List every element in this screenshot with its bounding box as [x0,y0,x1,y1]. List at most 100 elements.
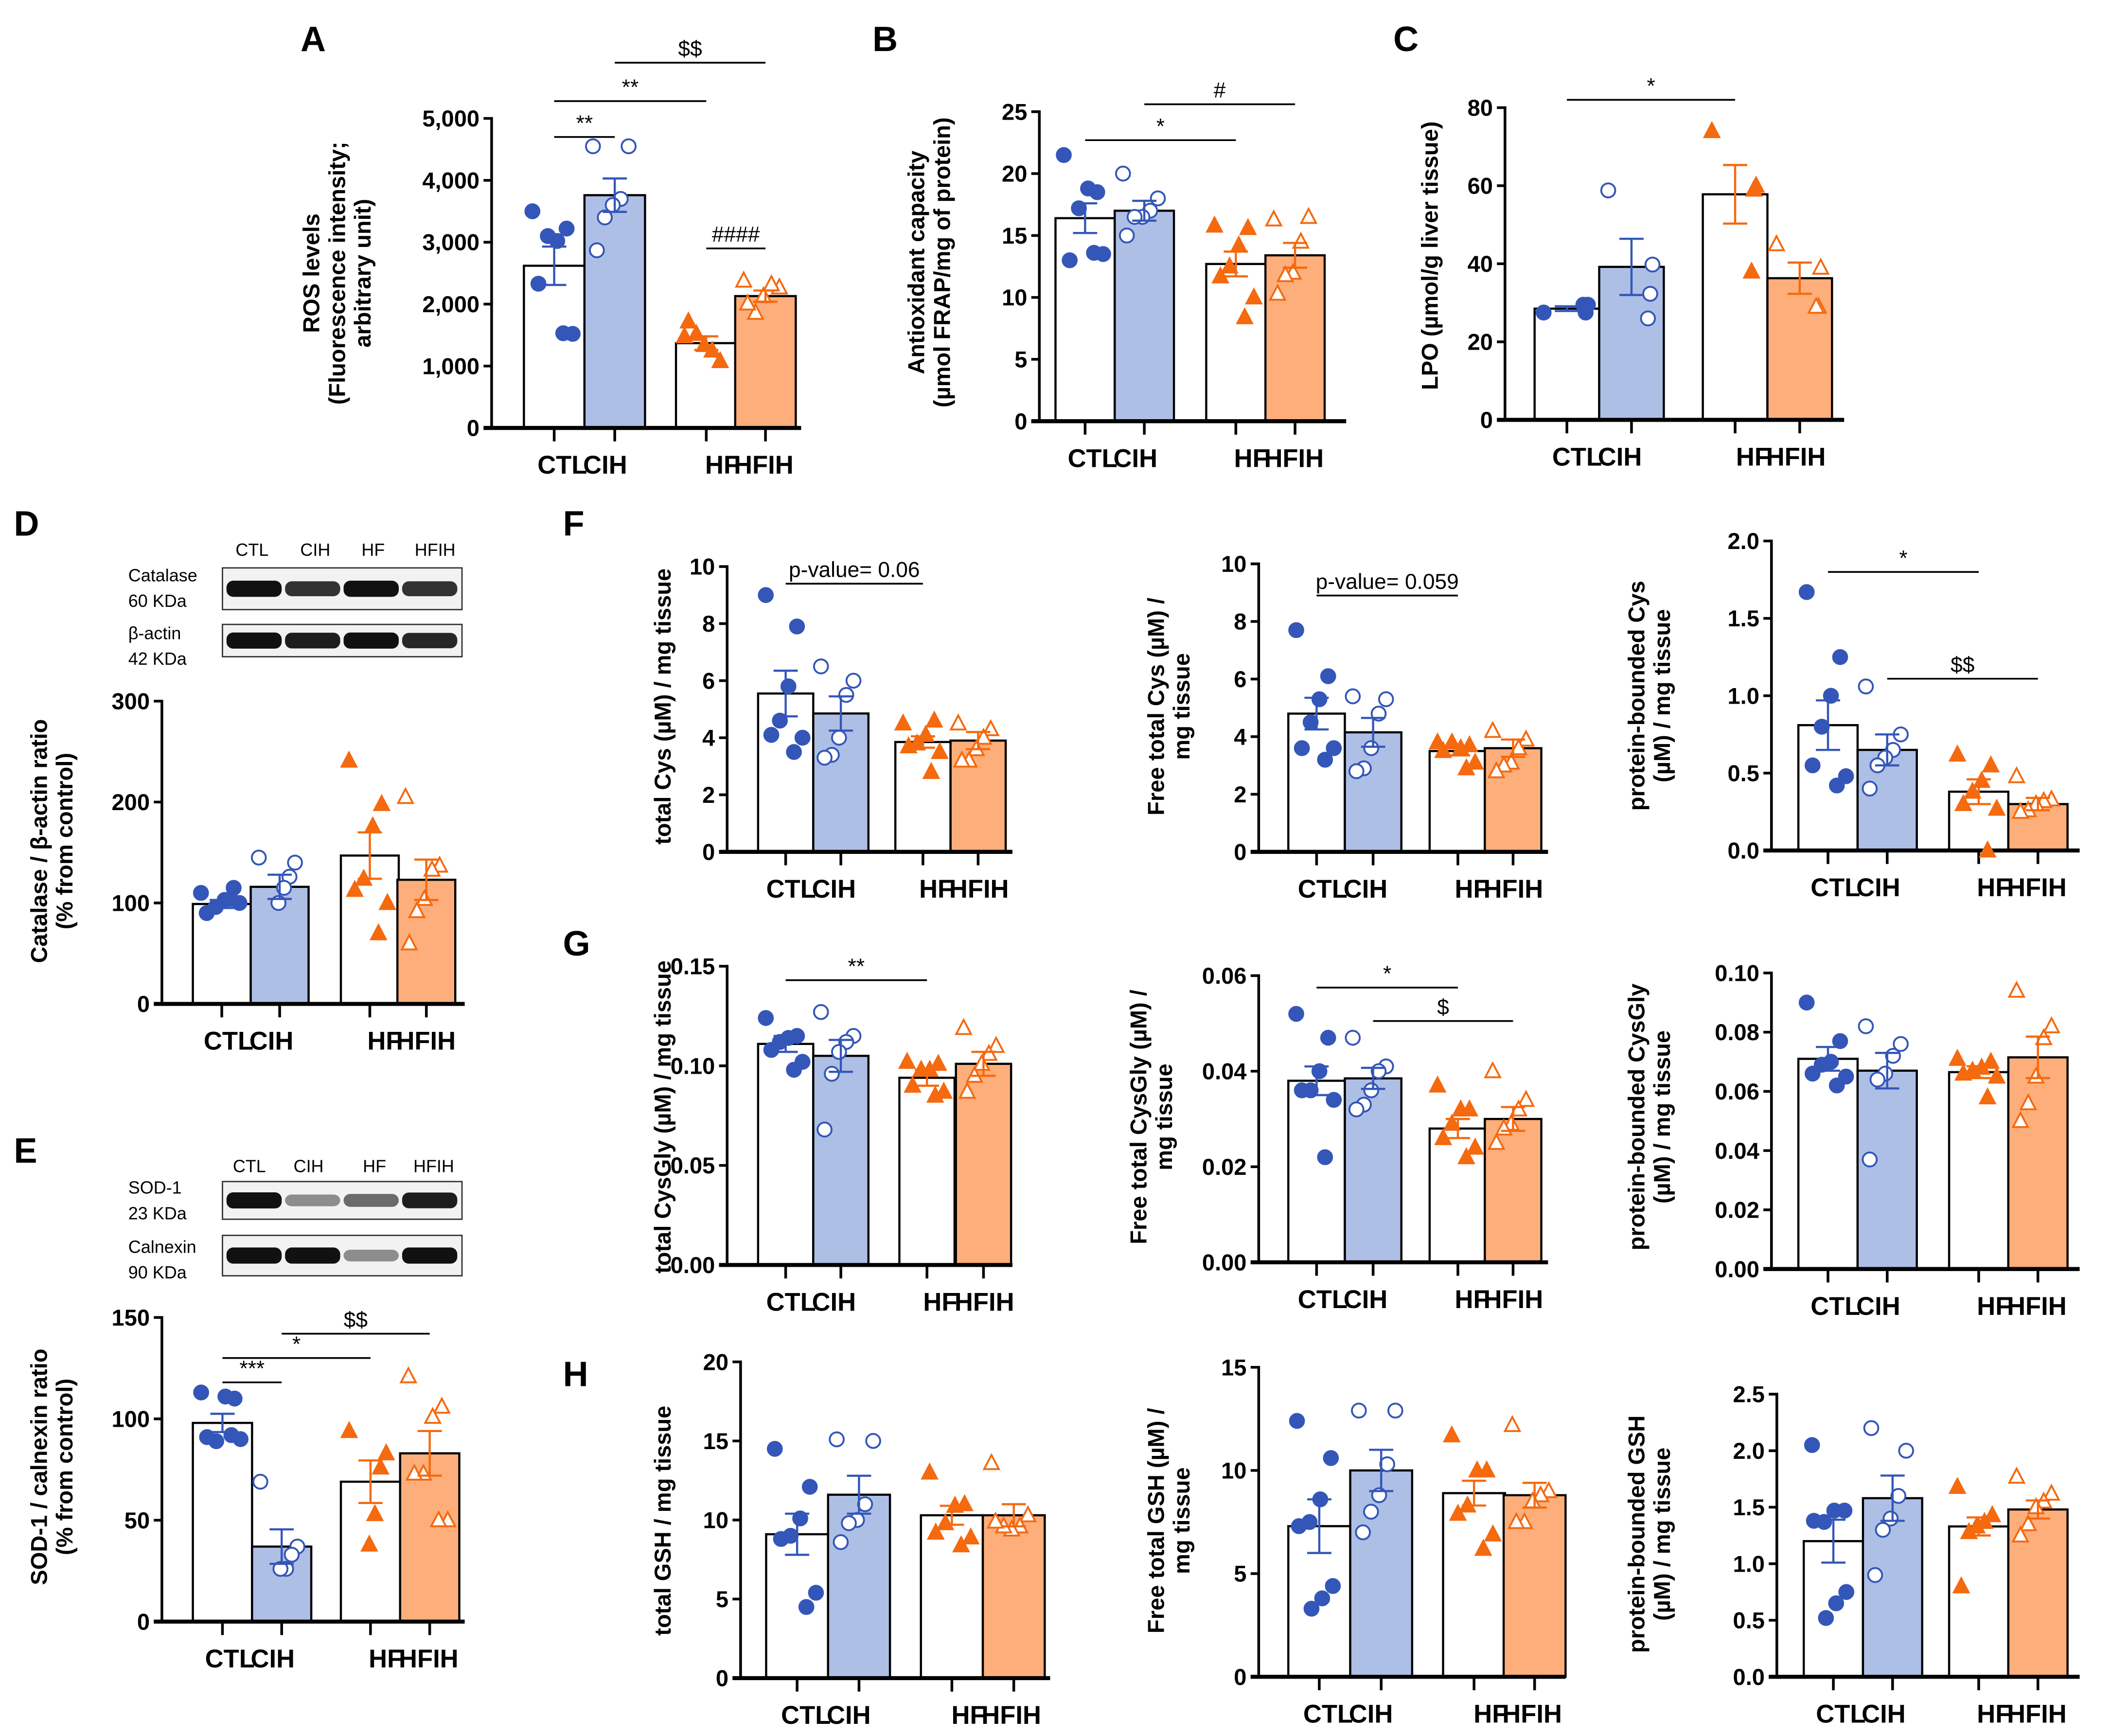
y-tick-label: 0.06 [1202,963,1247,989]
data-point-triangle [1292,231,1310,249]
data-point-triangle [1948,1476,1967,1494]
data-point-circle [1813,719,1830,735]
data-point-triangle [931,742,949,759]
significance-label: $ [1437,995,1449,1019]
data-point-triangle [922,762,940,779]
y-axis-title: ROS levels [299,213,324,333]
error-bar [773,1035,798,1053]
error-bar [785,1512,810,1556]
data-point-circle [198,905,215,921]
data-point-circle [801,1479,818,1495]
y-axis-title: protein-bounded GSH [1623,1416,1649,1653]
error-bar [1369,1449,1394,1492]
blot-band [343,632,399,649]
blot-size-label: 23 KDa [128,1203,187,1223]
y-axis-title: Catalase / β-actin ratio [26,719,52,963]
error-bar [1501,1106,1526,1132]
data-point-circle [833,1534,849,1550]
blot-size-label: 60 KDa [128,591,187,611]
error-bar [603,177,627,213]
data-point-triangle [1963,1060,1982,1078]
data-point-circle [841,1515,857,1531]
x-tick-label: HFIH [2007,1700,2067,1728]
error-bar [753,289,778,303]
data-point-circle [789,618,805,635]
error-bar [1073,202,1098,234]
x-tick-label: CIH [1856,1292,1900,1321]
data-point-circle [794,729,811,746]
data-point-circle [540,228,556,244]
error-bar [210,899,234,909]
y-axis-title: (% from control) [52,753,77,929]
bar-hf [1948,1525,2010,1678]
error-bar [1967,1516,1991,1537]
data-point-triangle [1811,257,1830,275]
data-point-circle [287,854,303,871]
x-tick-label: CTL [1552,443,1602,472]
data-point-circle [1363,1504,1379,1520]
y-tick-label: 80 [1468,95,1493,121]
data-point-circle [1387,1402,1403,1419]
bar-cih [1862,1497,1923,1678]
data-point-triangle [2042,1483,2061,1501]
data-point-circle [1289,1413,1305,1429]
data-point-circle [1317,751,1333,768]
data-point-triangle [1466,752,1484,770]
data-point-triangle [1221,256,1239,274]
significance-label: *** [239,1357,265,1381]
data-point-triangle [1987,1066,2006,1084]
y-tick-label: 0 [467,415,479,441]
data-point-circle [838,687,854,703]
data-point-circle [829,1431,845,1448]
error-bar [1619,237,1644,296]
data-point-triangle [1948,1048,1967,1066]
y-axis-title: LPO (µmol/g liver tissue) [1417,122,1442,390]
significance-label: $$ [344,1308,368,1332]
significance-label: $$ [678,37,702,61]
y-tick-label: 8 [1234,609,1246,635]
data-point-triangle [2007,980,2026,998]
data-point-circle [798,1599,815,1615]
y-tick-label: 2.0 [1727,528,1759,554]
y-tick-label: 0.15 [671,954,715,979]
y-tick-label: 10 [690,554,715,580]
significance-label: ** [576,111,593,135]
x-tick-label: HFIH [2007,1292,2067,1321]
data-point-circle [780,678,797,694]
x-tick-label: HF [923,1288,957,1316]
bar-hfih [981,1514,1046,1680]
data-point-triangle [711,351,729,368]
data-point-circle [621,138,637,155]
data-point-circle [1535,304,1552,321]
data-point-circle [1805,757,1821,774]
x-tick-label: CIH [1349,1700,1393,1728]
data-point-triangle [415,888,434,906]
data-point-circle [857,1496,873,1512]
y-tick-label: 2 [702,782,715,808]
data-point-triangle [1963,781,1982,799]
data-point-triangle [1452,1099,1470,1116]
x-tick-label: HF [705,451,739,479]
data-point-triangle [1982,1051,2000,1069]
data-point-circle [1798,584,1815,600]
data-point-triangle [1434,741,1453,758]
x-tick-label: HFIH [1264,444,1324,473]
data-point-triangle [366,1504,384,1522]
data-point-circle [1642,285,1658,302]
data-point-circle [1828,1077,1845,1094]
significance-label: $$ [1951,653,1974,677]
x-tick-label: HFIH [1484,1285,1543,1314]
x-tick-label: CIH [827,1701,871,1730]
data-point-triangle [1428,1075,1447,1093]
data-point-triangle [1236,307,1254,324]
error-bar [1001,1503,1026,1528]
data-point-circle [831,1044,847,1060]
data-point-triangle [1443,1114,1461,1131]
y-tick-label: 0.00 [1715,1256,1759,1282]
y-tick-label: 5,000 [422,106,479,131]
data-point-circle [1326,1092,1342,1108]
data-point-circle [758,587,774,603]
blot-lane-label: CTL [233,1156,266,1176]
